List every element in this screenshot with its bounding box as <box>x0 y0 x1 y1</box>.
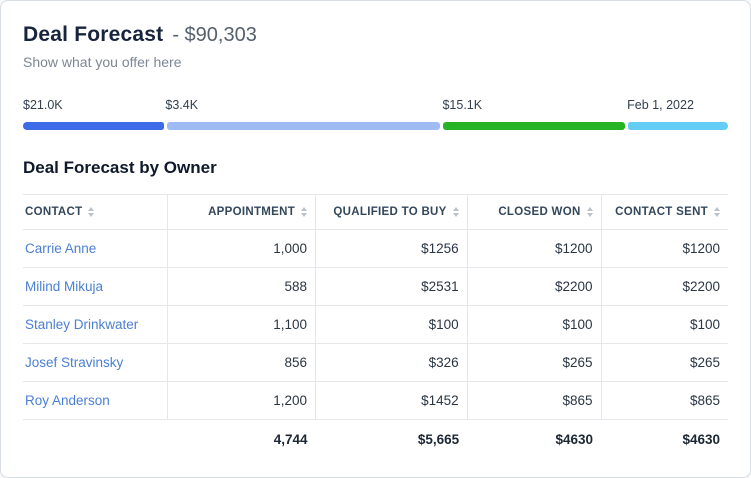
sort-icon[interactable] <box>452 206 459 217</box>
totals-empty-cell <box>23 420 168 460</box>
appointment-cell: 1,100 <box>167 305 317 344</box>
header: Deal Forecast - $90,303 <box>23 23 728 47</box>
table-row: Carrie Anne 1,000 $1256 $1200 $1200 <box>23 229 728 268</box>
segment-label-2: $3.4K <box>165 98 199 112</box>
segment-label-4: Feb 1, 2022 <box>627 98 694 112</box>
forecast-progress: $21.0K $3.4K $15.1K Feb 1, 2022 <box>23 98 728 130</box>
progress-segment-4 <box>628 122 728 130</box>
sort-icon[interactable] <box>88 206 95 217</box>
column-label: CONTACT <box>25 206 83 218</box>
total-amount: - $90,303 <box>172 24 257 46</box>
totals-row: 4,744 $5,665 $4630 $4630 <box>23 420 728 460</box>
qualified-cell: $100 <box>315 305 468 344</box>
subtitle: Show what you offer here <box>23 54 182 70</box>
closed-won-cell: $1200 <box>467 229 602 268</box>
qualified-cell: $1256 <box>315 229 468 268</box>
appointment-cell: 588 <box>167 267 317 306</box>
column-label: CLOSED WON <box>498 206 581 218</box>
table-row: Milind Mikuja 588 $2531 $2200 $2200 <box>23 267 728 306</box>
table-row: Roy Anderson 1,200 $1452 $865 $865 <box>23 381 728 420</box>
column-label: QUALIFIED TO BUY <box>333 206 447 218</box>
contact-link[interactable]: Roy Anderson <box>25 393 110 408</box>
contact-link[interactable]: Josef Stravinsky <box>25 355 124 370</box>
qualified-cell: $1452 <box>315 381 468 420</box>
closed-won-total: $4630 <box>555 432 594 447</box>
table-row: Josef Stravinsky 856 $326 $265 $265 <box>23 343 728 382</box>
sort-icon[interactable] <box>714 206 720 217</box>
segment-label-3: $15.1K <box>442 98 483 112</box>
qualified-cell: $326 <box>315 343 468 382</box>
appointment-cell: 856 <box>167 343 317 382</box>
appointment-cell: 1,200 <box>167 381 317 420</box>
segment-label-1: $21.0K <box>23 98 63 112</box>
contact-sent-cell: $100 <box>601 305 728 344</box>
stacked-progress-bar <box>23 122 728 130</box>
contact-sent-cell: $265 <box>601 343 728 382</box>
contact-sent-total: $4630 <box>682 432 720 447</box>
table-header-row: CONTACT APPOINTMENT QUALIFIED TO BUY CLO… <box>23 194 728 230</box>
column-header-contact[interactable]: CONTACT <box>23 194 169 230</box>
column-label: CONTACT SENT <box>615 206 708 218</box>
contact-sent-cell: $1200 <box>601 229 728 268</box>
sort-icon[interactable] <box>586 206 593 217</box>
column-header-appointment[interactable]: APPOINTMENT <box>167 194 317 230</box>
page-title: Deal Forecast <box>23 23 164 46</box>
column-label: APPOINTMENT <box>208 206 296 218</box>
contact-link[interactable]: Milind Mikuja <box>25 279 104 294</box>
contact-link[interactable]: Stanley Drinkwater <box>25 317 139 332</box>
progress-segment-3 <box>443 122 626 130</box>
deal-forecast-table: CONTACT APPOINTMENT QUALIFIED TO BUY CLO… <box>23 194 728 459</box>
closed-won-cell: $265 <box>467 343 602 382</box>
qualified-cell: $2531 <box>315 267 468 306</box>
table-row: Stanley Drinkwater 1,100 $100 $100 $100 <box>23 305 728 344</box>
progress-labels: $21.0K $3.4K $15.1K Feb 1, 2022 <box>23 98 728 112</box>
contact-link[interactable]: Carrie Anne <box>25 241 97 256</box>
appointment-total: 4,744 <box>273 432 308 447</box>
column-header-qualified-to-buy[interactable]: QUALIFIED TO BUY <box>315 194 468 230</box>
sort-icon[interactable] <box>301 206 308 217</box>
contact-sent-cell: $865 <box>601 381 728 420</box>
closed-won-cell: $2200 <box>467 267 602 306</box>
progress-segment-2 <box>166 122 441 130</box>
closed-won-cell: $100 <box>467 305 602 344</box>
contact-sent-cell: $2200 <box>601 267 728 306</box>
column-header-closed-won[interactable]: CLOSED WON <box>467 194 602 230</box>
closed-won-cell: $865 <box>467 381 602 420</box>
appointment-cell: 1,000 <box>167 229 317 268</box>
progress-segment-1 <box>23 122 164 130</box>
column-header-contact-sent[interactable]: CONTACT SENT <box>601 194 728 230</box>
qualified-total: $5,665 <box>417 432 460 447</box>
table-title: Deal Forecast by Owner <box>23 158 217 177</box>
